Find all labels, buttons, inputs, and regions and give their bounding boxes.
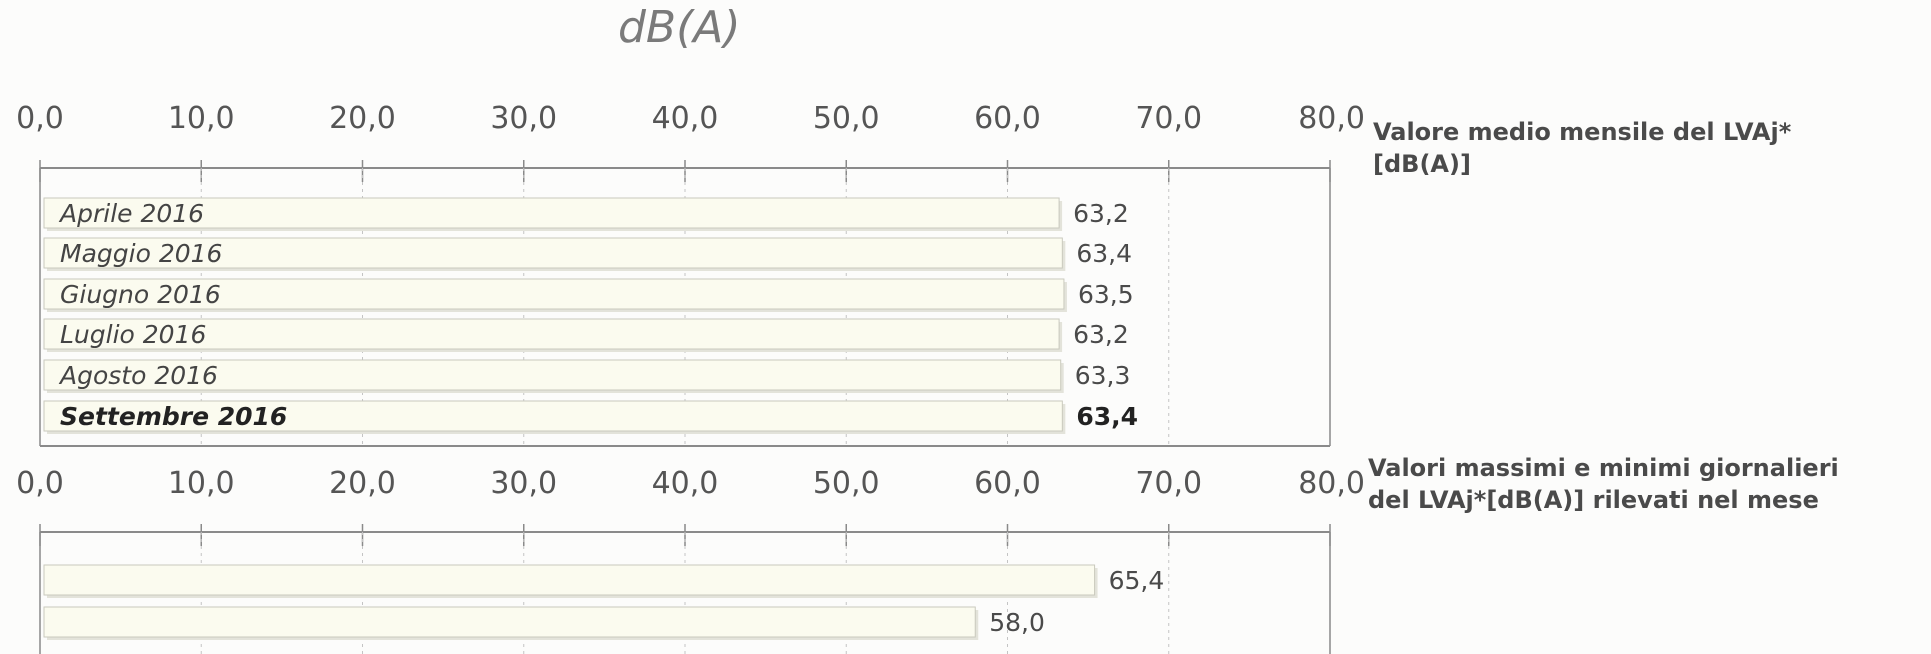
chart-2-bar-1 — [43, 606, 976, 638]
chart-1-title-line-2: [dB(A)] — [1373, 150, 1471, 178]
chart-2-tick-label-3: 30,0 — [490, 466, 557, 501]
chart-2-tick-label-2: 20,0 — [329, 466, 396, 501]
chart-2-title-line-2: del LVAj*[dB(A)] rilevati nel mese — [1368, 486, 1819, 514]
chart-1-category-label-5: Settembre 2016 — [60, 402, 287, 431]
chart-1-value-label-5: 63,4 — [1076, 402, 1138, 431]
chart-1-tick-label-8: 80,0 — [1298, 101, 1365, 136]
chart-1-tick-label-3: 30,0 — [490, 101, 557, 136]
chart-1-bar-3 — [43, 318, 1060, 350]
chart-2-value-label-1: 58,0 — [989, 608, 1045, 637]
chart-1-bar-2 — [43, 278, 1065, 310]
chart-2-tick-label-0: 0,0 — [16, 466, 64, 501]
chart-2-tick-label-8: 80,0 — [1298, 466, 1365, 501]
chart-1-category-label-2: Giugno 2016 — [60, 280, 221, 309]
chart-2-tick-label-7: 70,0 — [1135, 466, 1202, 501]
chart-1-tick-label-0: 0,0 — [16, 101, 64, 136]
chart-1-bar-1 — [43, 237, 1063, 269]
chart-1-tick-label-2: 20,0 — [329, 101, 396, 136]
chart-2-bar-0 — [43, 564, 1096, 596]
chart-1-value-label-3: 63,2 — [1073, 320, 1129, 349]
chart-2-tick-label-5: 50,0 — [813, 466, 880, 501]
chart-1-value-label-2: 63,5 — [1078, 280, 1134, 309]
chart-2-value-label-0: 65,4 — [1109, 566, 1165, 595]
chart-1-bar-4 — [43, 359, 1062, 391]
chart-2-tick-label-4: 40,0 — [652, 466, 719, 501]
chart-1: 0,0 10,0 20,0 30,0 40,0 50,0 60,0 70,0 80,0 April… — [16, 101, 1365, 447]
chart-1-category-label-1: Maggio 2016 — [60, 239, 222, 268]
chart-1-tick-label-6: 60,0 — [974, 101, 1041, 136]
chart-1-title: Valore medio mensile del LVAj* [dB(A)] — [1373, 116, 1923, 180]
chart-1-category-label-4: Agosto 2016 — [58, 361, 218, 390]
chart-2-title: Valori massimi e minimi giornalieri del … — [1368, 452, 1928, 516]
chart-1-bar-5 — [43, 400, 1063, 432]
chart-1-tick-label-7: 70,0 — [1135, 101, 1202, 136]
chart-1-value-label-1: 63,4 — [1076, 239, 1132, 268]
chart-1-category-label-3: Luglio 2016 — [60, 320, 206, 349]
chart-1-tick-label-5: 50,0 — [813, 101, 880, 136]
chart-2-tick-label-1: 10,0 — [168, 466, 235, 501]
chart-1-title-line-1: Valore medio mensile del LVAj* — [1373, 118, 1792, 146]
chart-1-value-label-0: 63,2 — [1073, 199, 1129, 228]
chart-1-value-label-4: 63,3 — [1075, 361, 1131, 390]
chart-1-tick-label-1: 10,0 — [168, 101, 235, 136]
chart-2: 0,0 10,0 20,0 30,0 40,0 50,0 60,0 70,0 80,0 65,4 5… — [16, 466, 1365, 654]
chart-2-title-line-1: Valori massimi e minimi giornalieri — [1368, 454, 1839, 482]
unit-title: dB(A) — [618, 2, 741, 53]
chart-1-category-label-0: Aprile 2016 — [58, 199, 204, 228]
chart-1-bar-0 — [43, 197, 1060, 229]
chart-2-tick-label-6: 60,0 — [974, 466, 1041, 501]
chart-1-tick-label-4: 40,0 — [652, 101, 719, 136]
